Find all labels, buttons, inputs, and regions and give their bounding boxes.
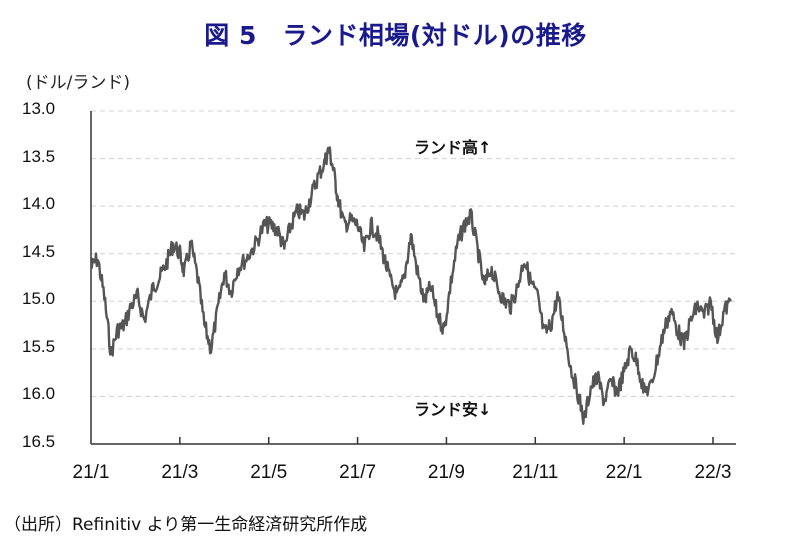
x-tick-label: 21/1 <box>72 462 110 483</box>
x-tick-label: 21/11 <box>512 462 559 483</box>
y-tick-label: 16.0 <box>22 384 56 404</box>
y-tick-label: 13.5 <box>22 146 56 166</box>
x-tick-label: 22/3 <box>694 462 732 483</box>
annotation-rand-strong: ランド高↑ <box>414 138 492 157</box>
y-axis-unit-label: (ドル/ランド) <box>26 73 130 93</box>
x-tick-label: 21/9 <box>427 462 465 483</box>
annotation-rand-weak: ランド安↓ <box>414 400 492 419</box>
y-tick-label: 16.5 <box>22 432 56 451</box>
source-note: （出所）Refinitiv より第一生命経済研究所作成 <box>4 515 368 535</box>
y-tick-label: 14.0 <box>22 194 56 214</box>
y-tick-label: 15.5 <box>22 336 56 356</box>
y-tick-label: 15.0 <box>22 289 56 309</box>
chart-title: 図 5 ランド相場(対ドル)の推移 <box>204 21 587 50</box>
x-tick-label: 21/5 <box>250 462 288 483</box>
x-tick-label: 21/3 <box>161 462 199 483</box>
x-tick-label: 22/1 <box>605 462 643 483</box>
y-tick-label: 13.0 <box>22 99 56 118</box>
y-tick-label: 14.5 <box>22 241 56 261</box>
series-line-usd-zar <box>90 146 732 425</box>
x-tick-label: 21/7 <box>339 462 377 483</box>
